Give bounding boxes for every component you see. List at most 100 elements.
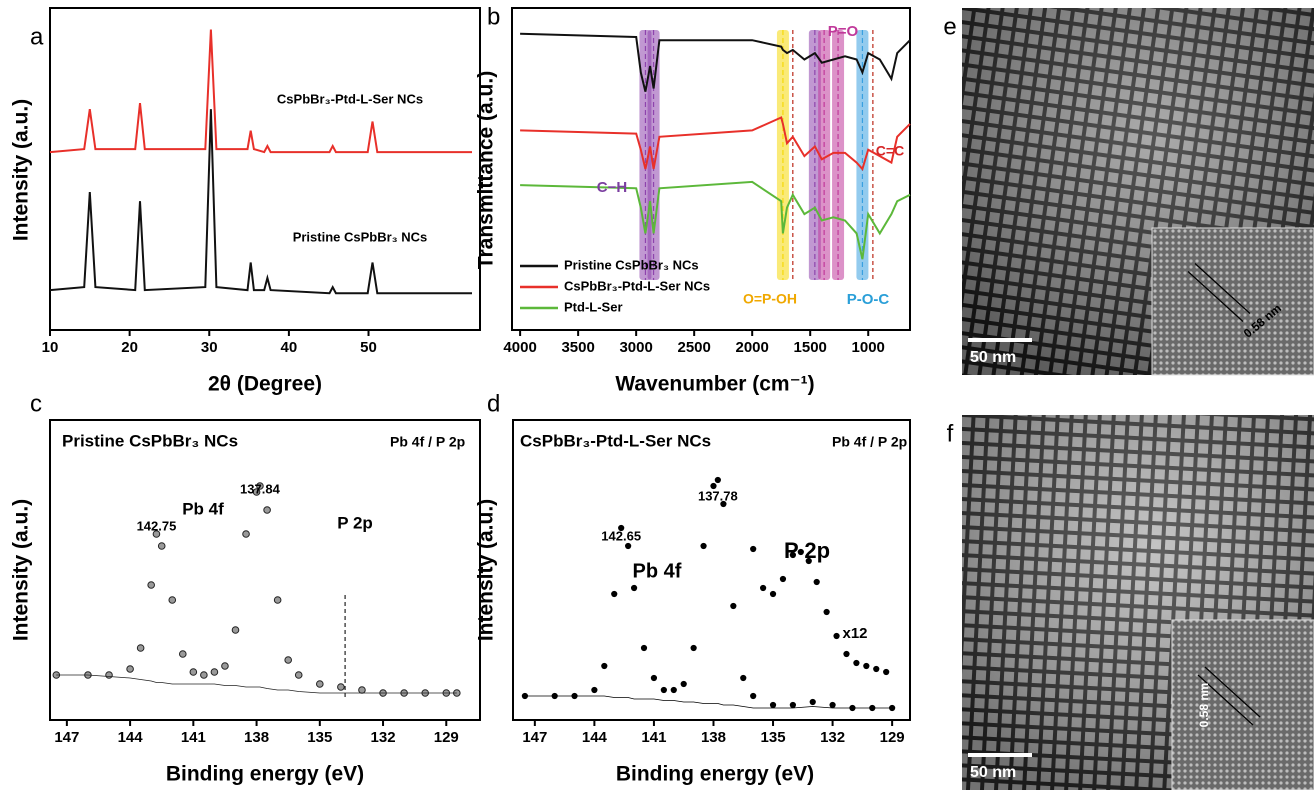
data-point — [611, 590, 618, 598]
plot-frame — [512, 419, 911, 721]
data-line — [49, 29, 472, 154]
series-label: CsPbBr₃-Ptd-L-Ser NCs — [277, 91, 423, 106]
x-tick-label: 135 — [307, 729, 332, 746]
x-tick-label: 3000 — [619, 339, 652, 356]
x-tick-label: 50 — [360, 339, 377, 356]
panel-letter: b — [487, 3, 500, 30]
data-point — [618, 524, 625, 532]
data-point — [105, 671, 113, 679]
x-tick-label: 2000 — [736, 339, 769, 356]
legend-label: CsPbBr₃-Ptd-L-Ser NCs — [564, 278, 710, 293]
data-point — [231, 626, 240, 634]
data-point — [750, 545, 757, 553]
inset-label: 0.58 nm — [1197, 683, 1211, 728]
x-axis-label: Wavenumber (cm⁻¹) — [615, 373, 814, 396]
data-point — [789, 551, 796, 559]
tem-image: f 0.58 nm 50 nm — [947, 415, 1314, 790]
data-point — [883, 668, 890, 676]
annotation: x12 — [842, 625, 867, 642]
panel-letter: f — [947, 420, 954, 447]
data-point — [601, 662, 608, 670]
data-point — [680, 680, 687, 688]
panel-letter: c — [30, 390, 42, 417]
x-tick-label: 20 — [121, 339, 138, 356]
data-point — [750, 692, 757, 700]
data-point — [126, 665, 134, 673]
data-point — [863, 662, 870, 670]
x-tick-label: 135 — [761, 729, 786, 746]
data-point — [210, 668, 219, 676]
data-line — [56, 674, 457, 694]
data-point — [670, 686, 677, 694]
data-point — [797, 548, 804, 556]
legend-label: Pristine CsPbBr₃ NCs — [564, 257, 699, 272]
x-tick-label: 147 — [522, 729, 547, 746]
data-point — [147, 581, 155, 589]
x-axis-label: 2θ (Degree) — [208, 373, 322, 396]
data-line — [520, 32, 911, 92]
data-point — [630, 584, 638, 592]
panel-subtitle: Pb 4f / P 2p — [390, 434, 465, 450]
data-point — [805, 557, 812, 565]
inset — [1151, 227, 1314, 376]
panel-title: Pristine CsPbBr₃ NCs — [62, 431, 238, 450]
panel-subtitle: Pb 4f / P 2p — [832, 434, 907, 450]
x-tick-label: 1500 — [794, 339, 827, 356]
x-tick-label: 138 — [701, 729, 726, 746]
data-point — [168, 596, 177, 604]
panel-letter: d — [487, 390, 500, 417]
x-tick-label: 3500 — [561, 339, 594, 356]
data-point — [221, 662, 229, 670]
data-point — [252, 488, 261, 496]
annotation: P 2p — [784, 538, 830, 563]
data-point — [189, 668, 198, 676]
x-tick-label: 129 — [434, 729, 459, 746]
data-point — [720, 500, 727, 508]
x-tick-label: 40 — [281, 339, 298, 356]
scale-bar-label: 50 nm — [970, 764, 1016, 781]
data-point — [591, 686, 598, 694]
panel: d 147 144 141 138 135 132 129 Binding energy (eV… — [475, 390, 911, 786]
data-point — [769, 590, 777, 598]
lattice-line — [1194, 263, 1251, 314]
data-line — [49, 109, 472, 295]
panel: c 147 144 141 138 135 132 129 Binding energy (eV… — [10, 390, 481, 786]
y-axis-label: Intensity (a.u.) — [475, 499, 498, 641]
y-axis-label: Intensity (a.u.) — [10, 99, 33, 241]
x-tick-label: 30 — [201, 339, 218, 356]
data-point — [640, 644, 648, 652]
data-point — [660, 686, 667, 694]
x-tick-label: 129 — [880, 729, 905, 746]
data-point — [769, 701, 777, 709]
x-axis-label: Binding energy (eV) — [166, 763, 364, 786]
lattice-line — [1187, 271, 1244, 322]
data-point — [809, 698, 816, 706]
data-point — [178, 650, 187, 658]
data-point — [873, 665, 880, 673]
data-point — [136, 644, 145, 652]
data-point — [294, 671, 303, 679]
data-point — [833, 632, 840, 640]
x-tick-label: 147 — [54, 729, 79, 746]
inset — [1171, 619, 1314, 790]
annotation: Pb 4f — [182, 499, 224, 518]
annotation: P-O-C — [847, 291, 890, 308]
data-point — [690, 644, 697, 652]
data-point — [823, 608, 830, 616]
data-point — [358, 686, 366, 694]
annotation: C=C — [876, 143, 904, 159]
data-line — [520, 180, 911, 260]
data-point — [740, 674, 747, 682]
peak-label: 137.78 — [698, 488, 738, 503]
x-tick-label: 144 — [118, 729, 144, 746]
annotation: O=P-OH — [743, 291, 797, 307]
plot-frame — [511, 7, 911, 331]
data-line — [520, 116, 911, 171]
annotation: Pb 4f — [633, 560, 682, 582]
data-point — [730, 602, 737, 610]
data-line — [524, 695, 893, 709]
data-point — [843, 650, 850, 658]
data-point — [316, 680, 324, 688]
data-point — [263, 506, 271, 514]
